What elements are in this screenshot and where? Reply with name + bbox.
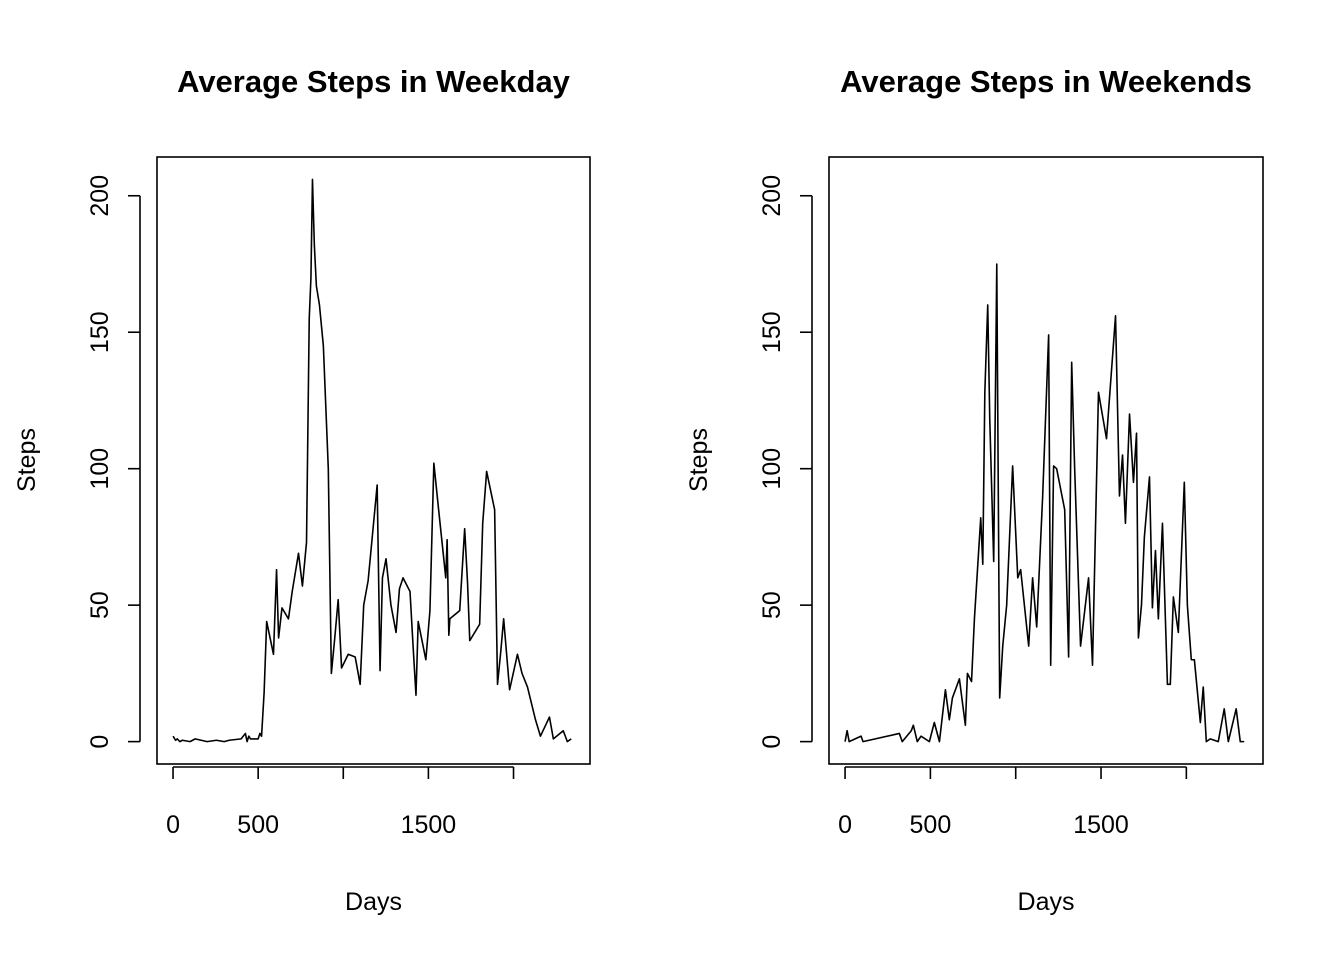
y-axis-label: Steps (685, 428, 713, 492)
plot-frame (828, 156, 1264, 765)
x-tick-label: 1500 (401, 811, 457, 839)
chart-title: Average Steps in Weekday (177, 64, 571, 99)
y-tick-label: 150 (86, 311, 114, 353)
y-tick-label: 50 (758, 591, 786, 619)
y-tick-label: 50 (86, 591, 114, 619)
y-tick-label: 200 (86, 175, 114, 217)
chart-title: Average Steps in Weekends (840, 64, 1252, 99)
x-axis-label: Days (345, 888, 402, 916)
x-axis-label: Days (1018, 888, 1075, 916)
y-tick-label: 100 (758, 448, 786, 490)
y-tick-label: 150 (758, 311, 786, 353)
data-line (844, 263, 1245, 743)
y-tick-label: 200 (758, 175, 786, 217)
plot-frame (156, 156, 591, 765)
x-tick-label: 500 (237, 811, 279, 839)
data-line (172, 178, 572, 743)
y-axis-label: Steps (13, 428, 41, 492)
x-tick-label: 0 (166, 811, 180, 839)
x-tick-label: 0 (838, 811, 852, 839)
x-tick-label: 500 (910, 811, 952, 839)
y-tick-label: 0 (86, 735, 114, 749)
x-tick-label: 1500 (1073, 811, 1129, 839)
y-tick-label: 100 (86, 448, 114, 490)
y-tick-label: 0 (758, 735, 786, 749)
